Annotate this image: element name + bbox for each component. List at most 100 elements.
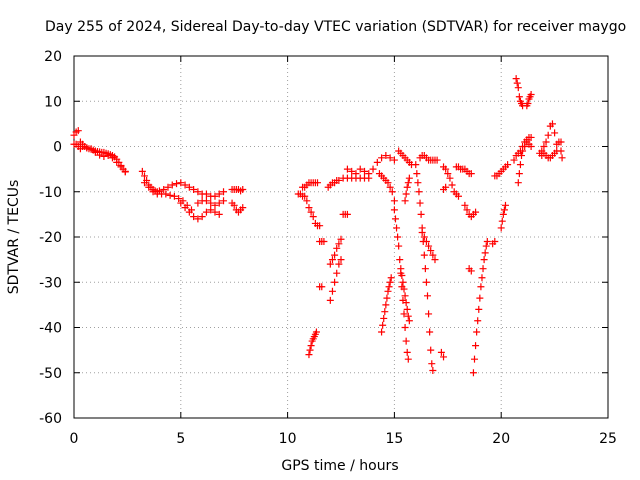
data-point (215, 210, 223, 218)
x-axis-label: GPS time / hours (281, 458, 398, 474)
data-point (175, 195, 183, 203)
data-point (79, 143, 87, 150)
data-point (469, 369, 477, 377)
data-point (337, 235, 345, 243)
series-arc37 (469, 238, 491, 377)
data-point (379, 321, 387, 329)
data-point (331, 278, 339, 286)
data-point (463, 206, 471, 214)
data-point (149, 188, 157, 196)
series-arc44 (510, 133, 535, 164)
data-point (365, 170, 373, 178)
series-arc24 (390, 206, 412, 363)
data-point (454, 192, 462, 200)
data-point (194, 199, 202, 207)
data-point (386, 154, 394, 162)
data-point (413, 170, 421, 178)
data-point (448, 181, 456, 189)
data-point (190, 213, 198, 221)
data-point (498, 217, 506, 225)
data-point (181, 181, 189, 189)
data-point (104, 152, 112, 160)
data-point (396, 256, 404, 264)
series-arc39 (491, 161, 512, 180)
data-point (542, 138, 550, 146)
data-point (405, 317, 413, 325)
data-point (383, 294, 391, 302)
data-point (424, 292, 432, 300)
data-point (138, 167, 146, 175)
data-point (474, 317, 482, 325)
data-point (412, 161, 420, 169)
data-point (381, 308, 389, 316)
data-point (382, 152, 390, 160)
series-arc30 (418, 228, 439, 264)
data-point (501, 201, 509, 209)
series-arc20 (343, 165, 373, 178)
data-point (405, 174, 413, 182)
series-arc14 (316, 283, 326, 291)
data-point (390, 197, 398, 205)
series-arc43 (514, 138, 535, 187)
data-point (239, 204, 247, 212)
data-point (386, 183, 394, 191)
series-arc38 (489, 238, 499, 248)
data-point (198, 213, 206, 221)
data-point (343, 210, 351, 218)
data-point (403, 348, 411, 356)
data-point (403, 183, 411, 191)
data-point (467, 267, 475, 275)
data-point (446, 174, 454, 182)
data-point (207, 199, 215, 207)
data-point (461, 201, 469, 209)
data-point (145, 183, 153, 191)
y-axis-label: SDTVAR / TECUs (6, 180, 22, 295)
data-point (402, 190, 410, 198)
data-point (352, 170, 360, 178)
data-point (220, 197, 228, 205)
data-point (421, 265, 429, 273)
data-point (404, 312, 412, 320)
data-point (514, 84, 522, 92)
data-point (400, 310, 408, 318)
x-tick-label: 10 (279, 431, 297, 447)
series-arc11 (299, 179, 322, 191)
data-point (194, 188, 202, 196)
x-axis: 0 5 10 15 20 25 (70, 56, 617, 447)
data-point (140, 172, 148, 180)
series-arc42 (523, 90, 535, 110)
series-arc23 (378, 274, 395, 336)
series-arc28 (416, 152, 441, 164)
data-point (96, 151, 104, 159)
data-point (160, 185, 168, 193)
data-point (402, 299, 410, 307)
series-arc13 (316, 238, 328, 246)
data-point (527, 143, 535, 150)
data-point (420, 233, 428, 241)
data-point (211, 192, 219, 200)
y-tick-label: -60 (39, 411, 62, 427)
data-point (397, 265, 405, 273)
data-point (320, 238, 328, 246)
data-point (444, 170, 452, 178)
data-point (343, 165, 351, 173)
y-tick-label: -30 (39, 275, 62, 291)
data-point (527, 133, 535, 141)
data-point (117, 163, 125, 171)
data-point (394, 233, 402, 241)
data-point (326, 296, 334, 304)
data-point (181, 204, 189, 212)
data-point (475, 305, 483, 313)
data-point (393, 224, 401, 232)
x-tick-label: 25 (599, 431, 617, 447)
data-point (382, 301, 390, 309)
series-arc9 (228, 199, 247, 216)
data-point (420, 251, 428, 259)
data-point (427, 346, 435, 354)
data-point (202, 197, 210, 205)
data-point (177, 179, 185, 187)
series-arc5 (177, 199, 223, 223)
series-arc17 (324, 176, 343, 191)
data-point (202, 208, 210, 216)
data-point (414, 179, 422, 187)
